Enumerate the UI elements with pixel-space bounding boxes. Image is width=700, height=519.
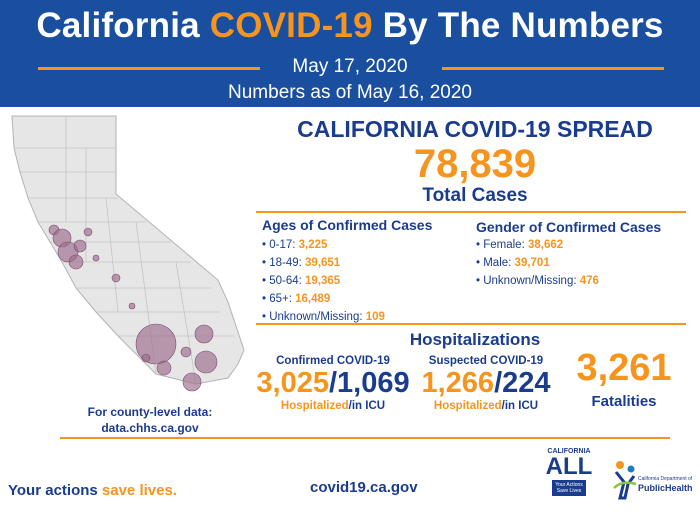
case-bubbles <box>48 224 218 392</box>
fatalities-label: Fatalities <box>591 393 657 410</box>
case-bubble <box>73 239 87 253</box>
confirmed-label: Confirmed COVID-19 <box>276 355 390 367</box>
cdph-figure-icon <box>613 461 637 500</box>
logo-all-tag: Your Actions Save Lives <box>552 480 586 496</box>
case-bubble <box>92 254 100 262</box>
case-bubble <box>182 372 202 392</box>
case-bubble <box>128 302 136 310</box>
header-rule-right <box>442 67 664 70</box>
cdph-logo: California Department of PublicHealth <box>612 456 693 506</box>
section-divider <box>256 323 686 325</box>
suspected-label: Suspected COVID-19 <box>428 355 544 367</box>
case-bubble <box>141 353 151 363</box>
county-data-note: For county-level data: data.chhs.ca.gov <box>60 404 240 436</box>
confirmed-caption: Hospitalized/in ICU <box>280 400 386 412</box>
covid-site-link[interactable]: covid19.ca.gov <box>310 479 418 496</box>
confirmed-hosp-block: Confirmed COVID-19 3,025/1,069 Hospitali… <box>250 355 416 412</box>
suspected-caption: Hospitalized/in ICU <box>433 400 539 412</box>
total-cases-label: Total Cases <box>422 185 528 206</box>
gender-item: • Male: 39,701 <box>476 257 550 269</box>
case-bubble <box>156 360 172 376</box>
slogan: Your actions save lives. <box>8 482 177 499</box>
age-item: • 65+: 16,489 <box>262 293 331 305</box>
cdph-name: PublicHealth <box>638 483 693 493</box>
case-bubble <box>194 350 218 374</box>
case-bubble <box>180 346 192 358</box>
case-bubble <box>111 273 121 283</box>
ages-title: Ages of Confirmed Cases <box>262 217 433 233</box>
gender-title: Gender of Confirmed Cases <box>476 219 662 235</box>
case-bubble <box>194 324 214 344</box>
spread-title: CALIFORNIA COVID-19 SPREAD <box>297 116 653 142</box>
california-all-logo: CALIFORNIA ALL Your Actions Save Lives <box>545 448 593 510</box>
age-item: • Unknown/Missing: 109 <box>262 311 385 323</box>
california-map <box>11 115 245 392</box>
gender-item: • Unknown/Missing: 476 <box>476 275 599 287</box>
gender-section: Gender of Confirmed Cases • Female: 38,6… <box>476 219 661 290</box>
logo-all-top: CALIFORNIA <box>547 448 591 455</box>
footer-divider <box>60 437 670 439</box>
hospitalizations-title: Hospitalizations <box>409 330 541 349</box>
case-bubble <box>68 254 84 270</box>
case-bubble <box>83 227 93 237</box>
age-item: • 50-64: 19,365 <box>262 275 341 287</box>
header-rule-left <box>38 67 260 70</box>
cdph-dept-label: California Department of <box>638 476 693 482</box>
county-note-label: For county-level data: <box>87 405 213 419</box>
county-data-link[interactable]: data.chhs.ca.gov <box>101 421 199 435</box>
confirmed-counts: 3,025/1,069 <box>256 367 410 399</box>
fatalities-count: 3,261 <box>576 347 672 389</box>
age-item: • 0-17: 3,225 <box>262 239 328 251</box>
data-as-of: Numbers as of May 16, 2020 <box>228 82 472 103</box>
report-date: May 17, 2020 <box>292 56 408 77</box>
gender-item: • Female: 38,662 <box>476 239 564 251</box>
section-divider <box>256 211 686 213</box>
suspected-counts: 1,266/224 <box>421 367 551 399</box>
age-item: • 18-49: 39,651 <box>262 257 341 269</box>
logo-all-word: ALL <box>545 453 593 480</box>
ages-section: Ages of Confirmed Cases • 0-17: 3,225 • … <box>262 217 432 326</box>
total-cases-count: 78,839 <box>413 142 537 186</box>
header-banner <box>0 0 700 107</box>
page-title: California COVID-19 By The Numbers <box>36 6 664 45</box>
california-outline <box>11 115 245 385</box>
suspected-hosp-block: Suspected COVID-19 1,266/224 Hospitalize… <box>418 355 554 412</box>
